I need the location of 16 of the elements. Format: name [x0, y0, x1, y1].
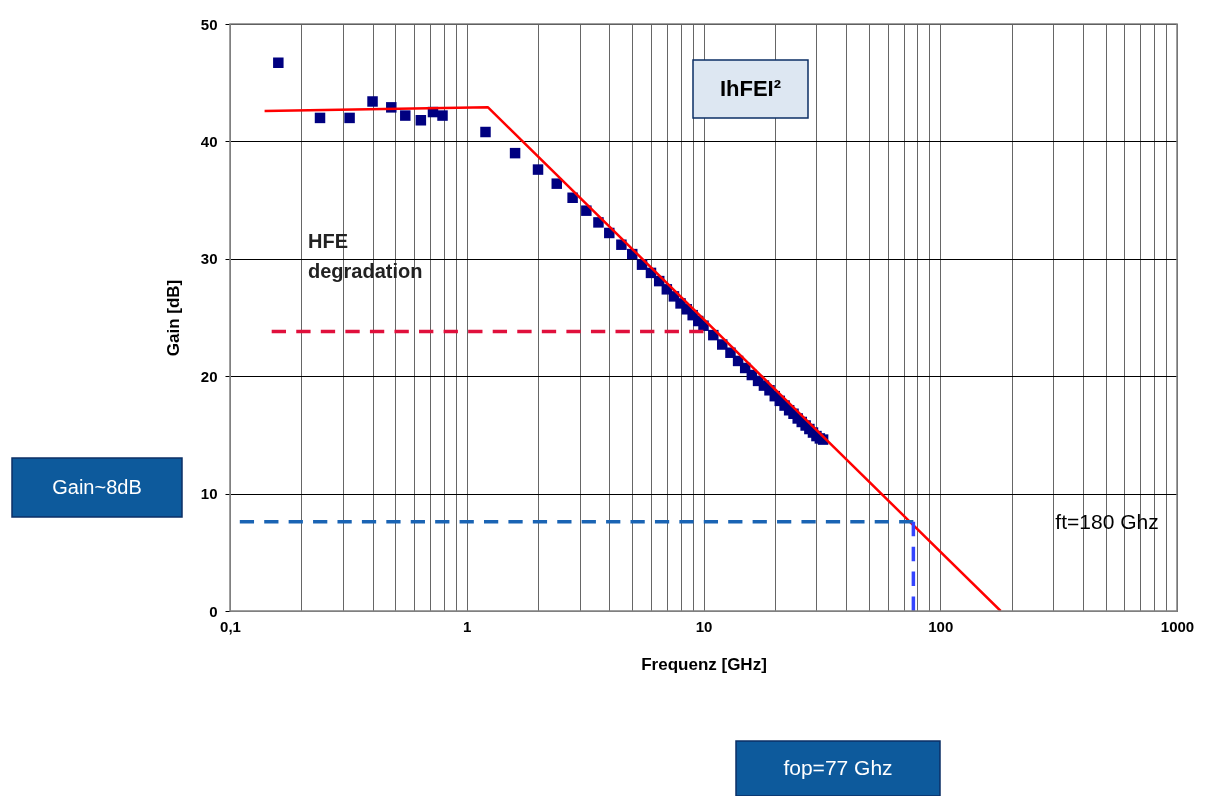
x-tick-label: 10: [695, 617, 713, 635]
y-tick-label: 30: [200, 250, 218, 268]
y-tick-label: 20: [200, 367, 218, 385]
text: fop=77 Ghz: [783, 755, 893, 779]
y-tick-label: 0: [209, 602, 218, 620]
y-axis-title: Gain [dB]: [163, 279, 183, 357]
text: Gain~8dB: [52, 475, 142, 498]
x-tick-label: 0,1: [220, 617, 241, 635]
x-tick-label: 100: [928, 617, 954, 635]
annotation: IhFEI²: [719, 76, 782, 101]
y-tick-label: 40: [200, 132, 218, 150]
y-tick-label: 50: [200, 15, 218, 33]
y-tick-label: 10: [200, 485, 218, 503]
x-tick-label: 1000: [1160, 617, 1195, 635]
x-tick-label: 1: [463, 617, 472, 635]
x-axis-title: Frequenz [GHz]: [641, 654, 767, 674]
